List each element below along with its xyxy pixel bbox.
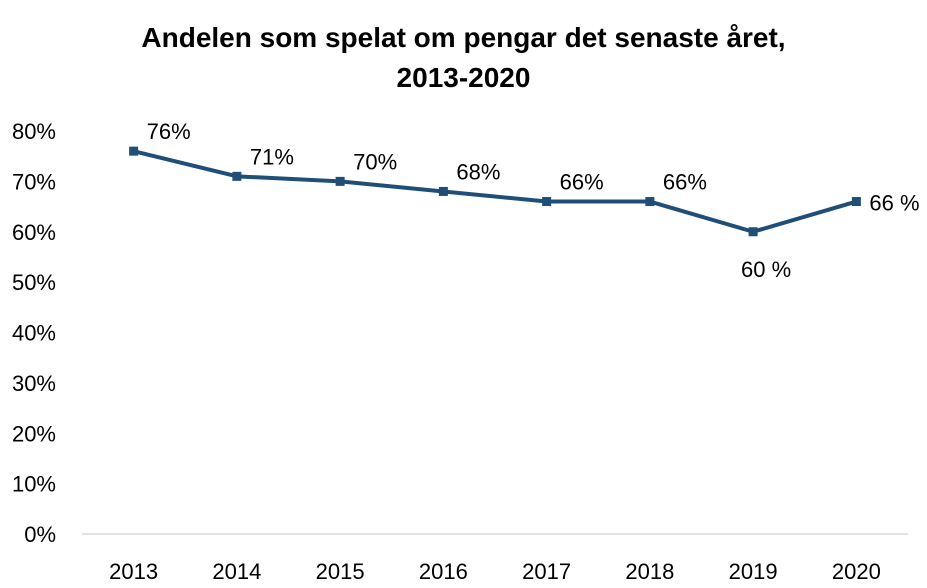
- data-label: 71%: [250, 144, 294, 169]
- series-group: [129, 146, 861, 237]
- y-tick-label: 30%: [12, 371, 56, 396]
- x-axis: 2013 2014 2015 2016 2017 2018 2019 2020: [109, 559, 881, 584]
- data-point-marker: [438, 186, 448, 196]
- y-tick-label: 80%: [12, 119, 56, 144]
- x-tick-label: 2014: [212, 559, 261, 584]
- y-tick-label: 50%: [12, 270, 56, 295]
- y-axis: 0% 10% 20% 30% 40% 50% 60% 70% 80%: [12, 119, 56, 547]
- data-point-marker: [645, 197, 655, 207]
- chart-title: Andelen som spelat om pengar det senaste…: [0, 18, 927, 98]
- data-labels: 76% 71% 70% 68% 66% 66% 60 % 66 %: [147, 119, 920, 282]
- data-point-marker: [851, 197, 861, 207]
- data-label: 66%: [663, 170, 707, 195]
- data-label: 66 %: [869, 191, 919, 216]
- data-point-marker: [129, 146, 139, 156]
- y-tick-label: 10%: [12, 472, 56, 497]
- y-tick-label: 60%: [12, 220, 56, 245]
- x-tick-label: 2018: [625, 559, 674, 584]
- x-tick-label: 2015: [316, 559, 365, 584]
- y-tick-label: 70%: [12, 169, 56, 194]
- x-tick-label: 2020: [832, 559, 881, 584]
- series-line: [133, 149, 857, 234]
- y-tick-label: 40%: [12, 321, 56, 346]
- data-point-marker: [748, 227, 758, 237]
- x-tick-label: 2013: [109, 559, 158, 584]
- x-tick-label: 2017: [522, 559, 571, 584]
- data-label: 68%: [456, 159, 500, 184]
- data-label: 76%: [147, 119, 191, 144]
- data-point-marker: [232, 171, 242, 181]
- chart-title-line-2: 2013-2020: [396, 62, 531, 93]
- y-tick-label: 20%: [12, 421, 56, 446]
- x-tick-label: 2019: [729, 559, 778, 584]
- data-point-marker: [542, 197, 552, 207]
- y-tick-label: 0%: [24, 522, 56, 547]
- data-label: 66%: [560, 170, 604, 195]
- x-tick-label: 2016: [419, 559, 468, 584]
- data-point-marker: [335, 176, 345, 186]
- data-label: 60 %: [741, 257, 791, 282]
- chart-title-line-1: Andelen som spelat om pengar det senaste…: [141, 22, 786, 53]
- data-label: 70%: [353, 149, 397, 174]
